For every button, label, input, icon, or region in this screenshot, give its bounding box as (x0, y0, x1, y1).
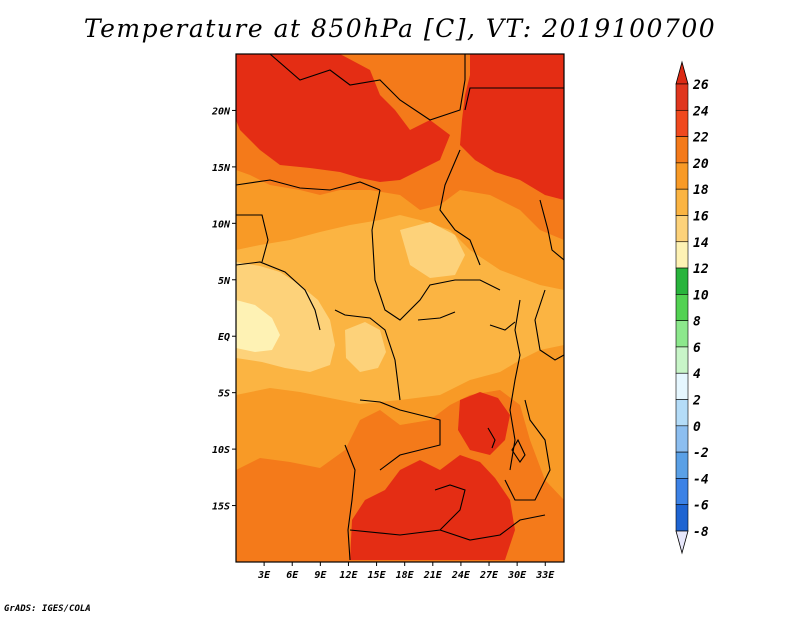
colorbar-bottom-arrow (675, 530, 689, 555)
lon-tick-label: 27E (479, 570, 499, 581)
colorbar-swatch (675, 399, 689, 427)
border-line (236, 214, 269, 263)
border-line (417, 311, 456, 321)
colorbar-label: 0 (693, 420, 701, 435)
lat-tick-label: 15N (212, 163, 231, 174)
cool-zone-coast-inner (236, 300, 280, 352)
country-borders (236, 54, 564, 561)
temperature-field (236, 54, 564, 562)
colorbar-label: 10 (693, 288, 709, 303)
border-line (509, 299, 521, 471)
colorbar-label: 12 (693, 262, 709, 277)
hot-core-east-lakes (458, 392, 510, 455)
colorbar-swatch (675, 267, 689, 295)
hot-core-north-east (460, 54, 564, 200)
border-line (439, 149, 481, 266)
colorbar-label: 6 (693, 341, 701, 356)
colorbar-swatch (675, 504, 689, 532)
lon-tick-label: 33E (535, 570, 555, 581)
colorbar-label: 8 (693, 315, 701, 330)
colorbar-top-arrow (675, 60, 689, 85)
colorbar-label: 26 (692, 78, 709, 93)
lon-tick-label: 18E (396, 570, 415, 581)
border-line (534, 289, 564, 361)
lon-tick-label: 3E (257, 570, 271, 581)
cool-zone-central (345, 322, 386, 372)
colorbar-swatch (675, 294, 689, 321)
lon-tick-label: 12E (339, 570, 358, 581)
colorbar-swatch (675, 188, 689, 216)
colorbar-swatch (675, 162, 689, 190)
colorbar-label: 22 (692, 131, 709, 146)
colorbar-label: 2 (692, 394, 701, 409)
colorbar-swatch (675, 372, 689, 400)
colorbar-swatch (675, 241, 689, 269)
lon-tick-label: 6E (286, 570, 299, 581)
border-line (489, 321, 516, 331)
lat-axis: 20N 15N 10N 5N EQ 5S 10S 15S (211, 106, 236, 513)
border-line (349, 484, 466, 536)
border-line (511, 438, 526, 463)
colorbar-label: 4 (693, 367, 701, 382)
border-line (334, 309, 401, 401)
colorbar-swatch (675, 109, 689, 137)
border-line (371, 189, 501, 321)
lat-tick-label: 20N (211, 106, 231, 117)
lat-tick-label: 10N (212, 219, 231, 230)
border-line (504, 399, 551, 501)
colorbar-swatch (675, 451, 689, 479)
colorbar-swatch (675, 83, 689, 111)
lon-tick-label: 21E (423, 570, 443, 581)
border-line (539, 199, 564, 261)
colorbar-label: 14 (693, 236, 709, 251)
hot-core-north-west (236, 54, 450, 182)
colorbar-swatch (675, 425, 689, 453)
colorbar-label: 18 (693, 183, 709, 198)
lon-tick-label: 15E (368, 570, 387, 581)
colorbar-swatch (675, 346, 689, 374)
colorbar-label: -2 (693, 446, 709, 461)
border-line (464, 87, 564, 111)
border-line (359, 399, 441, 471)
lat-tick-label: 15S (212, 502, 230, 513)
lat-tick-label: 5N (218, 276, 231, 287)
lon-tick-label: 24E (451, 570, 471, 581)
lat-tick-label: EQ (218, 332, 230, 343)
lat-tick-label: 5S (218, 389, 230, 400)
colorbar-label: 20 (692, 157, 709, 172)
colorbar-label: -4 (693, 472, 709, 487)
border-line (344, 444, 356, 561)
border-line (487, 427, 496, 449)
map-frame (235, 53, 565, 563)
colorbar-swatch (675, 320, 689, 348)
colorbar-label: -6 (693, 499, 709, 514)
border-line (236, 179, 381, 191)
colorbar-swatch (675, 215, 689, 243)
colorbar-swatch (675, 478, 689, 506)
cool-zone-east (400, 222, 465, 278)
border-line (269, 54, 466, 121)
colorbar-label: 24 (692, 104, 709, 119)
border-line (236, 261, 321, 331)
lat-tick-label: 10S (212, 445, 230, 456)
border-line (439, 514, 546, 541)
lon-tick-label: 30E (507, 570, 527, 581)
colorbar-label: 16 (693, 209, 709, 224)
colorbar-label: -8 (693, 525, 709, 540)
colorbar-swatch (675, 136, 689, 164)
lon-axis: 3E 6E 9E 12E 15E 18E 21E 24E 27E 30E 33E (257, 562, 555, 581)
map-title: Temperature at 850hPa [C], VT: 201910070… (83, 14, 717, 43)
lon-tick-label: 9E (314, 570, 327, 581)
footer-credit: GrADS: IGES/COLA (4, 604, 91, 614)
